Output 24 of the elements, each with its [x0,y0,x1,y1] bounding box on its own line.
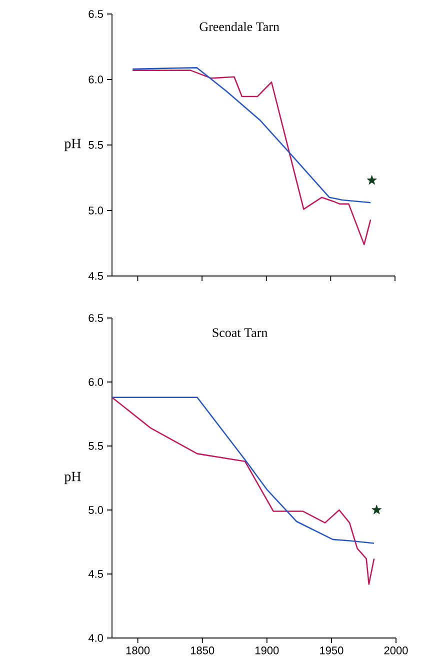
x-tick-label: 2000 [384,646,408,654]
x-tick-label: 1950 [320,646,344,654]
x-tick-label: 1800 [126,646,150,654]
line-series [111,396,375,585]
y-tick-label: 4.5 [88,272,103,280]
y-axis-title: pH [64,138,81,152]
y-tick-label: 6.5 [88,314,103,322]
y-tick-label: 6.5 [88,10,103,18]
y-tick-label: 5.5 [88,442,103,450]
y-axis-title: pH [64,472,81,484]
line-series [132,70,372,246]
line-series [111,396,375,544]
y-tick-label: 6.0 [88,378,104,386]
y-tick-label: 5.0 [88,506,104,514]
line-series [132,67,372,204]
y-tick-label: 4.0 [88,634,104,642]
y-tick-label: 5.5 [88,141,103,149]
text: Scoat Tarn [212,328,268,338]
chart-title: Greendale Tarn [200,22,280,32]
y-tick-label: 6.0 [88,76,104,84]
x-tick-label: 1850 [190,646,214,654]
y-tick-label: 5.0 [88,206,104,214]
y-tick-label: 4.5 [88,570,103,578]
x-tick-label: 1900 [256,646,279,654]
